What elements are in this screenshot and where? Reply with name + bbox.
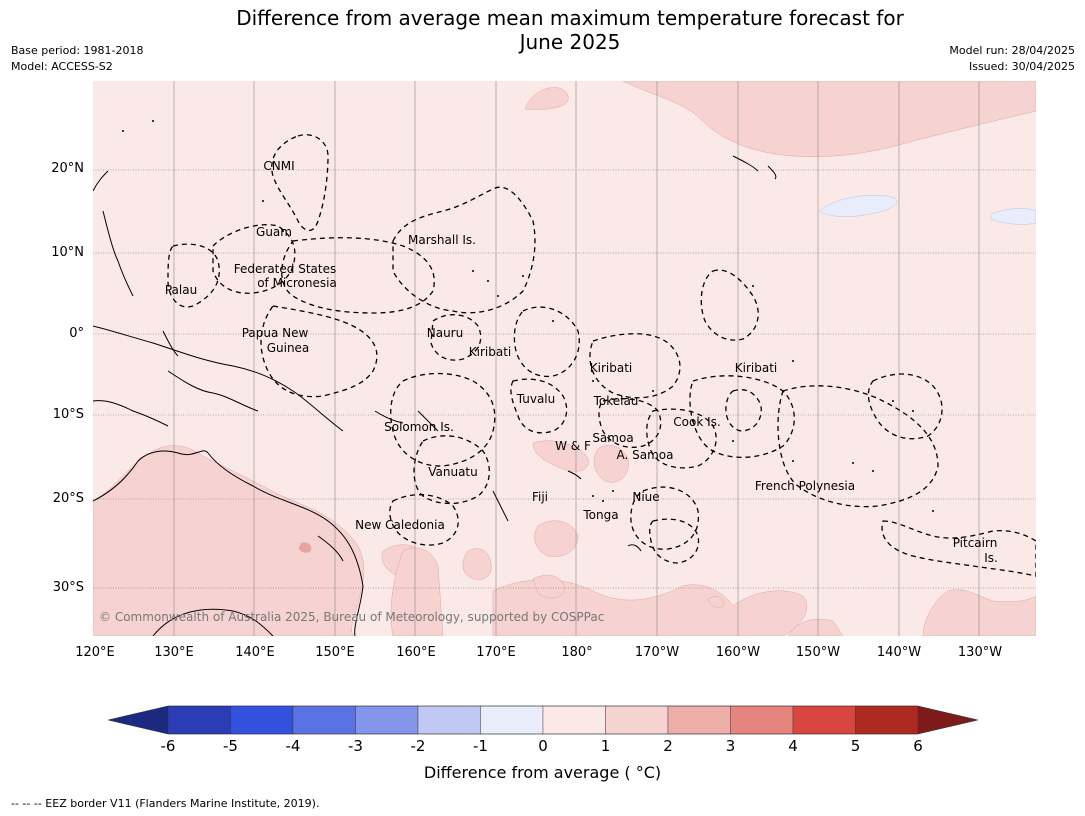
lat-label-10s: 10°S: [52, 407, 84, 422]
colorbar-segment: [167, 705, 231, 735]
place-label: French Polynesia: [755, 479, 855, 493]
model-name: Model: ACCESS-S2: [11, 60, 113, 73]
place-label: Kiribati: [590, 361, 632, 375]
eez-footnote: -- -- -- EEZ border V11 (Flanders Marine…: [11, 797, 320, 810]
place-label: Samoa: [592, 431, 633, 445]
place-label: Kiribati: [735, 361, 777, 375]
issued-date: Issued: 30/04/2025: [968, 60, 1075, 73]
colorbar-tick-label: 0: [538, 737, 548, 755]
title-line-2: June 2025: [519, 30, 621, 54]
colorbar-tick-label: 2: [663, 737, 673, 755]
colorbar-tick-label: 4: [788, 737, 798, 755]
colorbar-tick-label: 6: [913, 737, 923, 755]
colorbar-label: Difference from average ( °C): [423, 763, 662, 782]
colorbar-extend-low: [108, 706, 168, 734]
lon-label-130e: 130°E: [154, 645, 194, 660]
lon-label-170e: 170°E: [476, 645, 516, 660]
colorbar-tick-label: -2: [410, 737, 426, 755]
colorbar-tick-label: -4: [285, 737, 301, 755]
forecast-map: CNMI Guam Marshall Is. Federated States …: [93, 81, 1036, 636]
map-title: Difference from average mean maximum tem…: [0, 6, 1085, 54]
lat-label-10n: 10°N: [51, 245, 84, 260]
lon-label-120e: 120°E: [75, 645, 115, 660]
colorbar-segment: [417, 705, 481, 735]
meta-left: Base period: 1981-2018 Model: ACCESS-S2: [11, 43, 143, 75]
cool-anomaly-patches: [818, 195, 1036, 225]
colorbar-segment: [792, 705, 856, 735]
colorbar: [107, 705, 979, 735]
place-label: Guinea: [267, 341, 310, 355]
lon-label-150e: 150°E: [315, 645, 355, 660]
hot-spot: [299, 542, 312, 553]
place-label: Marshall Is.: [408, 233, 476, 247]
place-label: Tonga: [582, 508, 618, 522]
lat-label-equator: 0°: [69, 326, 84, 341]
lat-label-30s: 30°S: [52, 580, 84, 595]
colorbar-tick-label: -1: [473, 737, 488, 755]
place-label: Niue: [632, 490, 659, 504]
lon-label-150w: 150°W: [795, 645, 841, 660]
copyright-notice: © Commonwealth of Australia 2025, Bureau…: [99, 610, 604, 624]
meta-right: Model run: 28/04/2025 Issued: 30/04/2025: [949, 43, 1075, 75]
colorbar-tick-label: 3: [725, 737, 736, 755]
place-label: Fiji: [532, 490, 548, 504]
place-label: Pitcairn: [953, 536, 998, 550]
place-label: Solomon Is.: [384, 420, 454, 434]
latitude-lines: [93, 169, 1036, 589]
lon-label-140w: 140°W: [876, 645, 922, 660]
place-label: Cook Is.: [673, 415, 720, 429]
small-islands: [122, 120, 934, 512]
place-label: New Caledonia: [355, 518, 445, 532]
colorbar-segment: [355, 705, 419, 735]
place-label: Tokelau: [593, 394, 639, 408]
lat-label-20n: 20°N: [51, 161, 84, 176]
graticule: [173, 81, 980, 636]
place-label: A. Samoa: [617, 448, 674, 462]
place-label: Tuvalu: [516, 392, 556, 406]
colorbar-segment: [292, 705, 356, 735]
place-label: Palau: [165, 283, 197, 297]
place-label: of Micronesia: [257, 276, 337, 290]
lon-label-180: 180°: [561, 645, 593, 660]
colorbar-tick-label: 1: [600, 737, 611, 755]
place-label: Nauru: [427, 326, 463, 340]
place-label: CNMI: [263, 159, 294, 173]
model-run: Model run: 28/04/2025: [949, 44, 1075, 57]
colorbar-extend-high: [918, 706, 978, 734]
colorbar-segment: [667, 705, 731, 735]
colorbar-tick-label: 5: [850, 737, 861, 755]
lon-label-170w: 170°W: [634, 645, 680, 660]
place-label: Vanuatu: [428, 465, 478, 479]
colorbar-segment: [542, 705, 606, 735]
title-line-1: Difference from average mean maximum tem…: [236, 6, 904, 30]
place-label: Papua New: [242, 326, 309, 340]
lon-label-160e: 160°E: [396, 645, 436, 660]
colorbar-segment: [480, 705, 544, 735]
coastlines: [93, 155, 777, 636]
place-label: Guam: [256, 225, 292, 239]
colorbar-tick-label: -6: [160, 737, 176, 755]
colorbar-tick-label: -3: [348, 737, 363, 755]
eez-borders: [167, 134, 1036, 577]
colorbar-segment: [605, 705, 669, 735]
place-label: Is.: [984, 551, 998, 565]
warm-anomaly-patches: [93, 81, 1036, 636]
place-label: W & F: [555, 439, 591, 453]
lat-label-20s: 20°S: [52, 491, 84, 506]
colorbar-segment: [230, 705, 294, 735]
place-label: Federated States: [234, 262, 336, 276]
place-label: Kiribati: [469, 345, 511, 359]
colorbar-segment: [855, 705, 919, 735]
base-period: Base period: 1981-2018: [11, 44, 144, 57]
lon-label-130w: 130°W: [957, 645, 1003, 660]
lon-label-140e: 140°E: [235, 645, 275, 660]
colorbar-segment: [730, 705, 794, 735]
lon-label-160w: 160°W: [715, 645, 761, 660]
colorbar-tick-label: -5: [223, 737, 238, 755]
place-labels: CNMI Guam Marshall Is. Federated States …: [165, 159, 998, 565]
